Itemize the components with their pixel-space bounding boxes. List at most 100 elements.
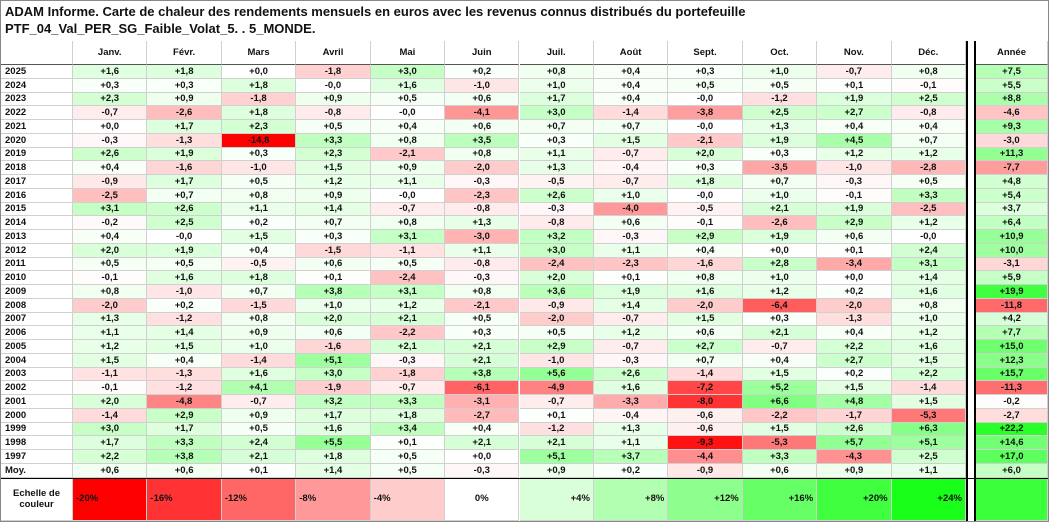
row-label: 2024 [1, 78, 73, 93]
month-return: +0,8 [221, 312, 297, 327]
month-return: -2,3 [593, 257, 669, 272]
month-return: +1,9 [817, 92, 892, 107]
month-return: +2,0 [73, 243, 148, 258]
row-label: 2022 [1, 106, 73, 120]
year-return: +22,2 [976, 422, 1048, 437]
month-return: -6,1 [445, 381, 520, 395]
row-label: 2000 [1, 408, 73, 423]
year-return: +3,7 [976, 202, 1048, 217]
month-return: -2,1 [668, 133, 743, 148]
month-return: -1,5 [296, 243, 371, 258]
year-return: +5,5 [976, 78, 1048, 93]
month-return: +0,6 [296, 257, 371, 272]
month-return: +0,0 [73, 120, 148, 134]
month-return: +0,0 [445, 450, 520, 464]
month-return: -0,7 [742, 340, 818, 354]
month-return: -0,3 [593, 353, 669, 368]
month-return: +1,3 [593, 422, 669, 437]
month-return: +1,3 [445, 216, 520, 230]
month-return: -0,5 [519, 175, 594, 189]
month-return: +1,9 [147, 243, 222, 258]
month-return: +0,4 [593, 65, 669, 79]
month-return: +0,8 [519, 65, 594, 79]
month-return: +0,3 [742, 147, 818, 162]
month-return: +3,0 [370, 65, 446, 79]
month-return: +1,6 [147, 271, 222, 285]
month-return: +1,6 [221, 367, 297, 382]
scale-swatch: +20% [817, 477, 892, 521]
scale-swatch: 0% [445, 477, 520, 521]
year-return: +10,0 [976, 243, 1048, 258]
month-return: +1,5 [147, 340, 222, 354]
month-return: +0,2 [817, 285, 892, 299]
month-return: -5,3 [891, 408, 966, 423]
month-return: +2,1 [519, 436, 594, 450]
year-return: +14,6 [976, 436, 1048, 450]
month-return: +3,1 [891, 257, 966, 272]
month-return: +0,6 [817, 230, 892, 244]
month-return: -0,8 [445, 257, 520, 272]
month-return: -2,3 [445, 188, 520, 203]
month-return: -2,0 [73, 298, 148, 313]
month-return: +0,5 [742, 78, 818, 93]
row-label: 2001 [1, 395, 73, 409]
scale-swatch: +24% [891, 477, 966, 521]
month-return: +5,1 [891, 436, 966, 450]
month-return: +0,8 [891, 65, 966, 79]
month-return: -0,5 [668, 202, 743, 217]
month-return: +0,5 [221, 422, 297, 437]
month-return: +1,7 [147, 175, 222, 189]
month-return: -2,8 [891, 161, 966, 175]
month-return: +1,0 [296, 298, 371, 313]
month-return: -0,0 [296, 78, 371, 93]
month-return: +1,2 [891, 326, 966, 340]
month-return: +3,3 [370, 395, 446, 409]
month-return: +0,7 [891, 133, 966, 148]
month-return: -0,6 [668, 408, 743, 423]
month-return: -0,7 [593, 340, 669, 354]
month-return: +3,6 [519, 285, 594, 299]
year-return: +10,9 [976, 230, 1048, 244]
month-return: +0,9 [221, 408, 297, 423]
month-return: +0,4 [668, 243, 743, 258]
month-return: +3,3 [296, 133, 371, 148]
month-return: -2,1 [370, 147, 446, 162]
month-return: +2,6 [73, 147, 148, 162]
month-return: +0,4 [445, 422, 520, 437]
month-return: +1,2 [891, 216, 966, 230]
month-return: +1,5 [73, 353, 148, 368]
month-return: +1,7 [147, 120, 222, 134]
month-return: +0,3 [73, 78, 148, 93]
row-label: 2014 [1, 216, 73, 230]
column-header: Août [593, 41, 669, 65]
month-return: -0,3 [445, 463, 520, 478]
month-return: -1,4 [891, 381, 966, 395]
column-header: Sept. [668, 41, 743, 65]
month-return: +1,0 [221, 340, 297, 354]
row-label: 2005 [1, 340, 73, 354]
month-return: +2,4 [891, 243, 966, 258]
month-return: +0,8 [370, 133, 446, 148]
month-return: -1,3 [817, 312, 892, 327]
month-return: -1,2 [519, 422, 594, 437]
month-return: +0,4 [891, 120, 966, 134]
month-return: +0,3 [445, 326, 520, 340]
month-return: +0,3 [668, 161, 743, 175]
row-label: 2015 [1, 202, 73, 217]
month-return: +1,6 [296, 422, 371, 437]
month-return: +2,3 [221, 120, 297, 134]
month-return: -2,1 [445, 298, 520, 313]
month-return: -6,4 [742, 298, 818, 313]
month-return: -4,8 [147, 395, 222, 409]
month-return: +3,0 [296, 367, 371, 382]
month-return: -0,7 [519, 395, 594, 409]
month-return: +0,3 [221, 147, 297, 162]
month-return: +1,2 [73, 340, 148, 354]
column-header: Avril [296, 41, 371, 65]
row-label: 1999 [1, 422, 73, 437]
month-return: +1,7 [519, 92, 594, 107]
month-return: +0,5 [73, 257, 148, 272]
month-return: +0,8 [668, 271, 743, 285]
month-return: +3,4 [370, 422, 446, 437]
row-label: 2008 [1, 298, 73, 313]
